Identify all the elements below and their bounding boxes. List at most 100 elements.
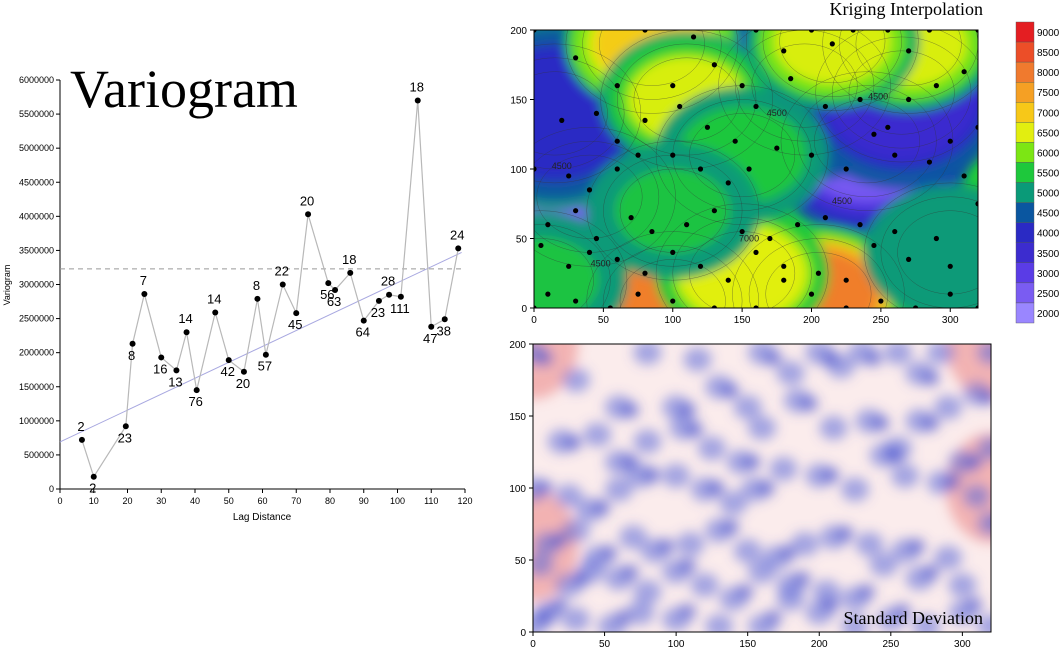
kriging-sample-point [947, 138, 953, 144]
variogram-point [325, 280, 332, 287]
stddev-low-spot [979, 389, 991, 406]
variogram-point-label: 24 [450, 227, 464, 242]
stddev-low-spot [621, 454, 640, 471]
stddev-low-spot [821, 467, 840, 484]
variogram-point [305, 211, 312, 218]
kriging-sample-point [975, 305, 978, 308]
variogram-point [397, 293, 404, 300]
kriging-sample-point [808, 291, 815, 297]
kriging-contour-line [534, 224, 611, 308]
stddev-low-spot [592, 499, 611, 516]
stddev-low-spot [697, 436, 726, 461]
stddev-low-spot [719, 491, 748, 516]
kriging-sample-point [732, 138, 738, 144]
stddev-low-spot [678, 402, 697, 419]
kriging-contour-line [536, 154, 643, 239]
stddev-y-tick-label: 0 [520, 628, 526, 639]
stddev-low-spot [793, 570, 812, 587]
variogram-model-line [59, 252, 462, 443]
variogram-point-label: 14 [207, 291, 221, 306]
variogram-x-tick-label: 20 [122, 496, 132, 506]
kriging-contour-line [746, 30, 919, 111]
kriging-sample-point [822, 215, 828, 221]
kriging-sample-point [566, 173, 572, 179]
stddev-low-spot [685, 421, 704, 438]
stddev-low-spot [561, 607, 590, 632]
kriging-sample-point [906, 256, 912, 262]
kriging-y-tick-label: 0 [521, 304, 527, 315]
kriging-sample-point [753, 30, 759, 33]
stddev-low-spot [748, 415, 776, 440]
kriging-sample-point [704, 124, 711, 130]
kriging-sample-point [739, 83, 745, 89]
kriging-sample-point [711, 305, 717, 308]
stddev-low-spot [678, 557, 697, 574]
kriging-sample-point [926, 30, 933, 33]
stddev-low-spot [733, 395, 762, 420]
stddev-low-spot [707, 480, 726, 496]
stddev-low-spot [934, 545, 963, 570]
kriging-sample-point [534, 166, 537, 172]
kriging-contour-label: 4500 [868, 92, 888, 102]
stddev-low-spot [964, 596, 983, 613]
kriging-axes: 0 50 100 150 200 250 300 0 50 100 150 200 [510, 26, 979, 326]
stddev-low-spot [614, 609, 633, 626]
variogram-title: Variogram [70, 59, 298, 119]
stddev-low-spot [621, 402, 640, 419]
variogram-point-label: 20 [300, 193, 314, 208]
kriging-sample-point [670, 152, 676, 158]
stddev-low-spot [819, 415, 848, 440]
variogram-marks: 2223871613147614422085722452056631864232… [59, 79, 465, 496]
variogram-point [428, 323, 435, 330]
stddev-low-spot [864, 350, 883, 367]
variogram-x-tick-label: 50 [224, 496, 234, 506]
kriging-contour-line [534, 210, 628, 308]
stddev-low-spot [678, 603, 697, 620]
kriging-contour-line [534, 127, 676, 267]
kriging-sample-point [670, 298, 676, 304]
kriging-sample-point [808, 152, 815, 158]
kriging-sample-point [822, 103, 828, 110]
legend-tick-label: 2000 [1037, 309, 1060, 320]
variogram-x-tick-label: 30 [156, 496, 166, 506]
stddev-low-spot [886, 447, 905, 464]
stddev-y-tick-label: 50 [515, 556, 527, 567]
stddev-low-spot [571, 570, 590, 587]
kriging-sample-point [642, 30, 648, 33]
variogram-point-label: 111 [390, 301, 410, 316]
kriging-sample-point [871, 131, 877, 137]
kriging-contour-label: 4500 [832, 196, 852, 206]
variogram-point [360, 317, 367, 324]
variogram-y-tick-label: 5500000 [19, 109, 54, 119]
kriging-sample-point [947, 263, 953, 269]
variogram-point-label: 14 [178, 311, 192, 326]
kriging-contour-line [855, 30, 962, 86]
variogram-point [183, 329, 190, 336]
legend-swatch [1015, 142, 1035, 163]
kriging-sample-point [975, 124, 978, 130]
stddev-low-spot [993, 512, 1011, 528]
stddev-low-spot [821, 350, 840, 367]
kriging-contour-line [600, 30, 773, 170]
variogram-point [254, 295, 261, 302]
variogram-x-tick-label: 90 [359, 496, 369, 506]
variogram-point [173, 367, 180, 374]
stddev-y-tick-label: 100 [509, 484, 526, 495]
kriging-y-tick-label: 50 [516, 235, 528, 246]
stddev-low-spot [836, 525, 855, 542]
kriging-sample-point [614, 256, 620, 262]
legend-swatch [1015, 182, 1035, 203]
stddev-low-spot [871, 415, 890, 432]
kriging-sample-point [534, 305, 537, 308]
kriging-contour-line [534, 238, 594, 308]
legend-tick-label: 6000 [1037, 148, 1060, 159]
stddev-low-spot [912, 614, 941, 632]
kriging-sample-point [885, 124, 891, 130]
stddev-low-spot [769, 456, 798, 481]
kriging-contour-line [814, 99, 920, 184]
kriging-x-tick-label: 200 [803, 315, 820, 326]
variogram-point [386, 291, 393, 298]
kriging-contour-line [780, 71, 954, 211]
stddev-surface [533, 344, 1011, 632]
kriging-contour-line [815, 30, 978, 163]
